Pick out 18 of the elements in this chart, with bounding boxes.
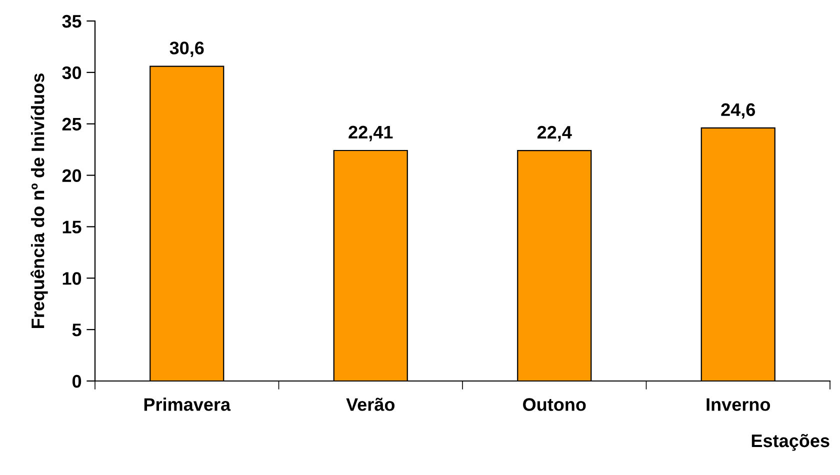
x-tick-label: Primavera [144,398,231,411]
y-tick-label: 30 [62,66,82,80]
data-label: 24,6 [721,103,756,119]
y-axis-title: Frequência do nº de Inivíduos [30,74,48,328]
x-tick-label: Verão [346,398,395,411]
y-tick-label: 15 [62,220,82,234]
data-label: 22,41 [348,126,393,142]
y-tick-label: 20 [62,169,82,182]
data-label: 30,6 [170,42,204,57]
x-tick-label: Inverno [706,398,770,411]
y-tick-label: 5 [72,324,82,336]
y-tick-label: 25 [62,118,82,131]
x-axis-title: Estações [752,434,830,451]
x-tick-label: Outono [523,398,586,411]
y-tick-label: 10 [62,272,82,285]
y-tick-label: 35 [62,14,82,28]
data-label: 22,4 [537,126,572,142]
y-tick-label: 0 [72,374,82,388]
